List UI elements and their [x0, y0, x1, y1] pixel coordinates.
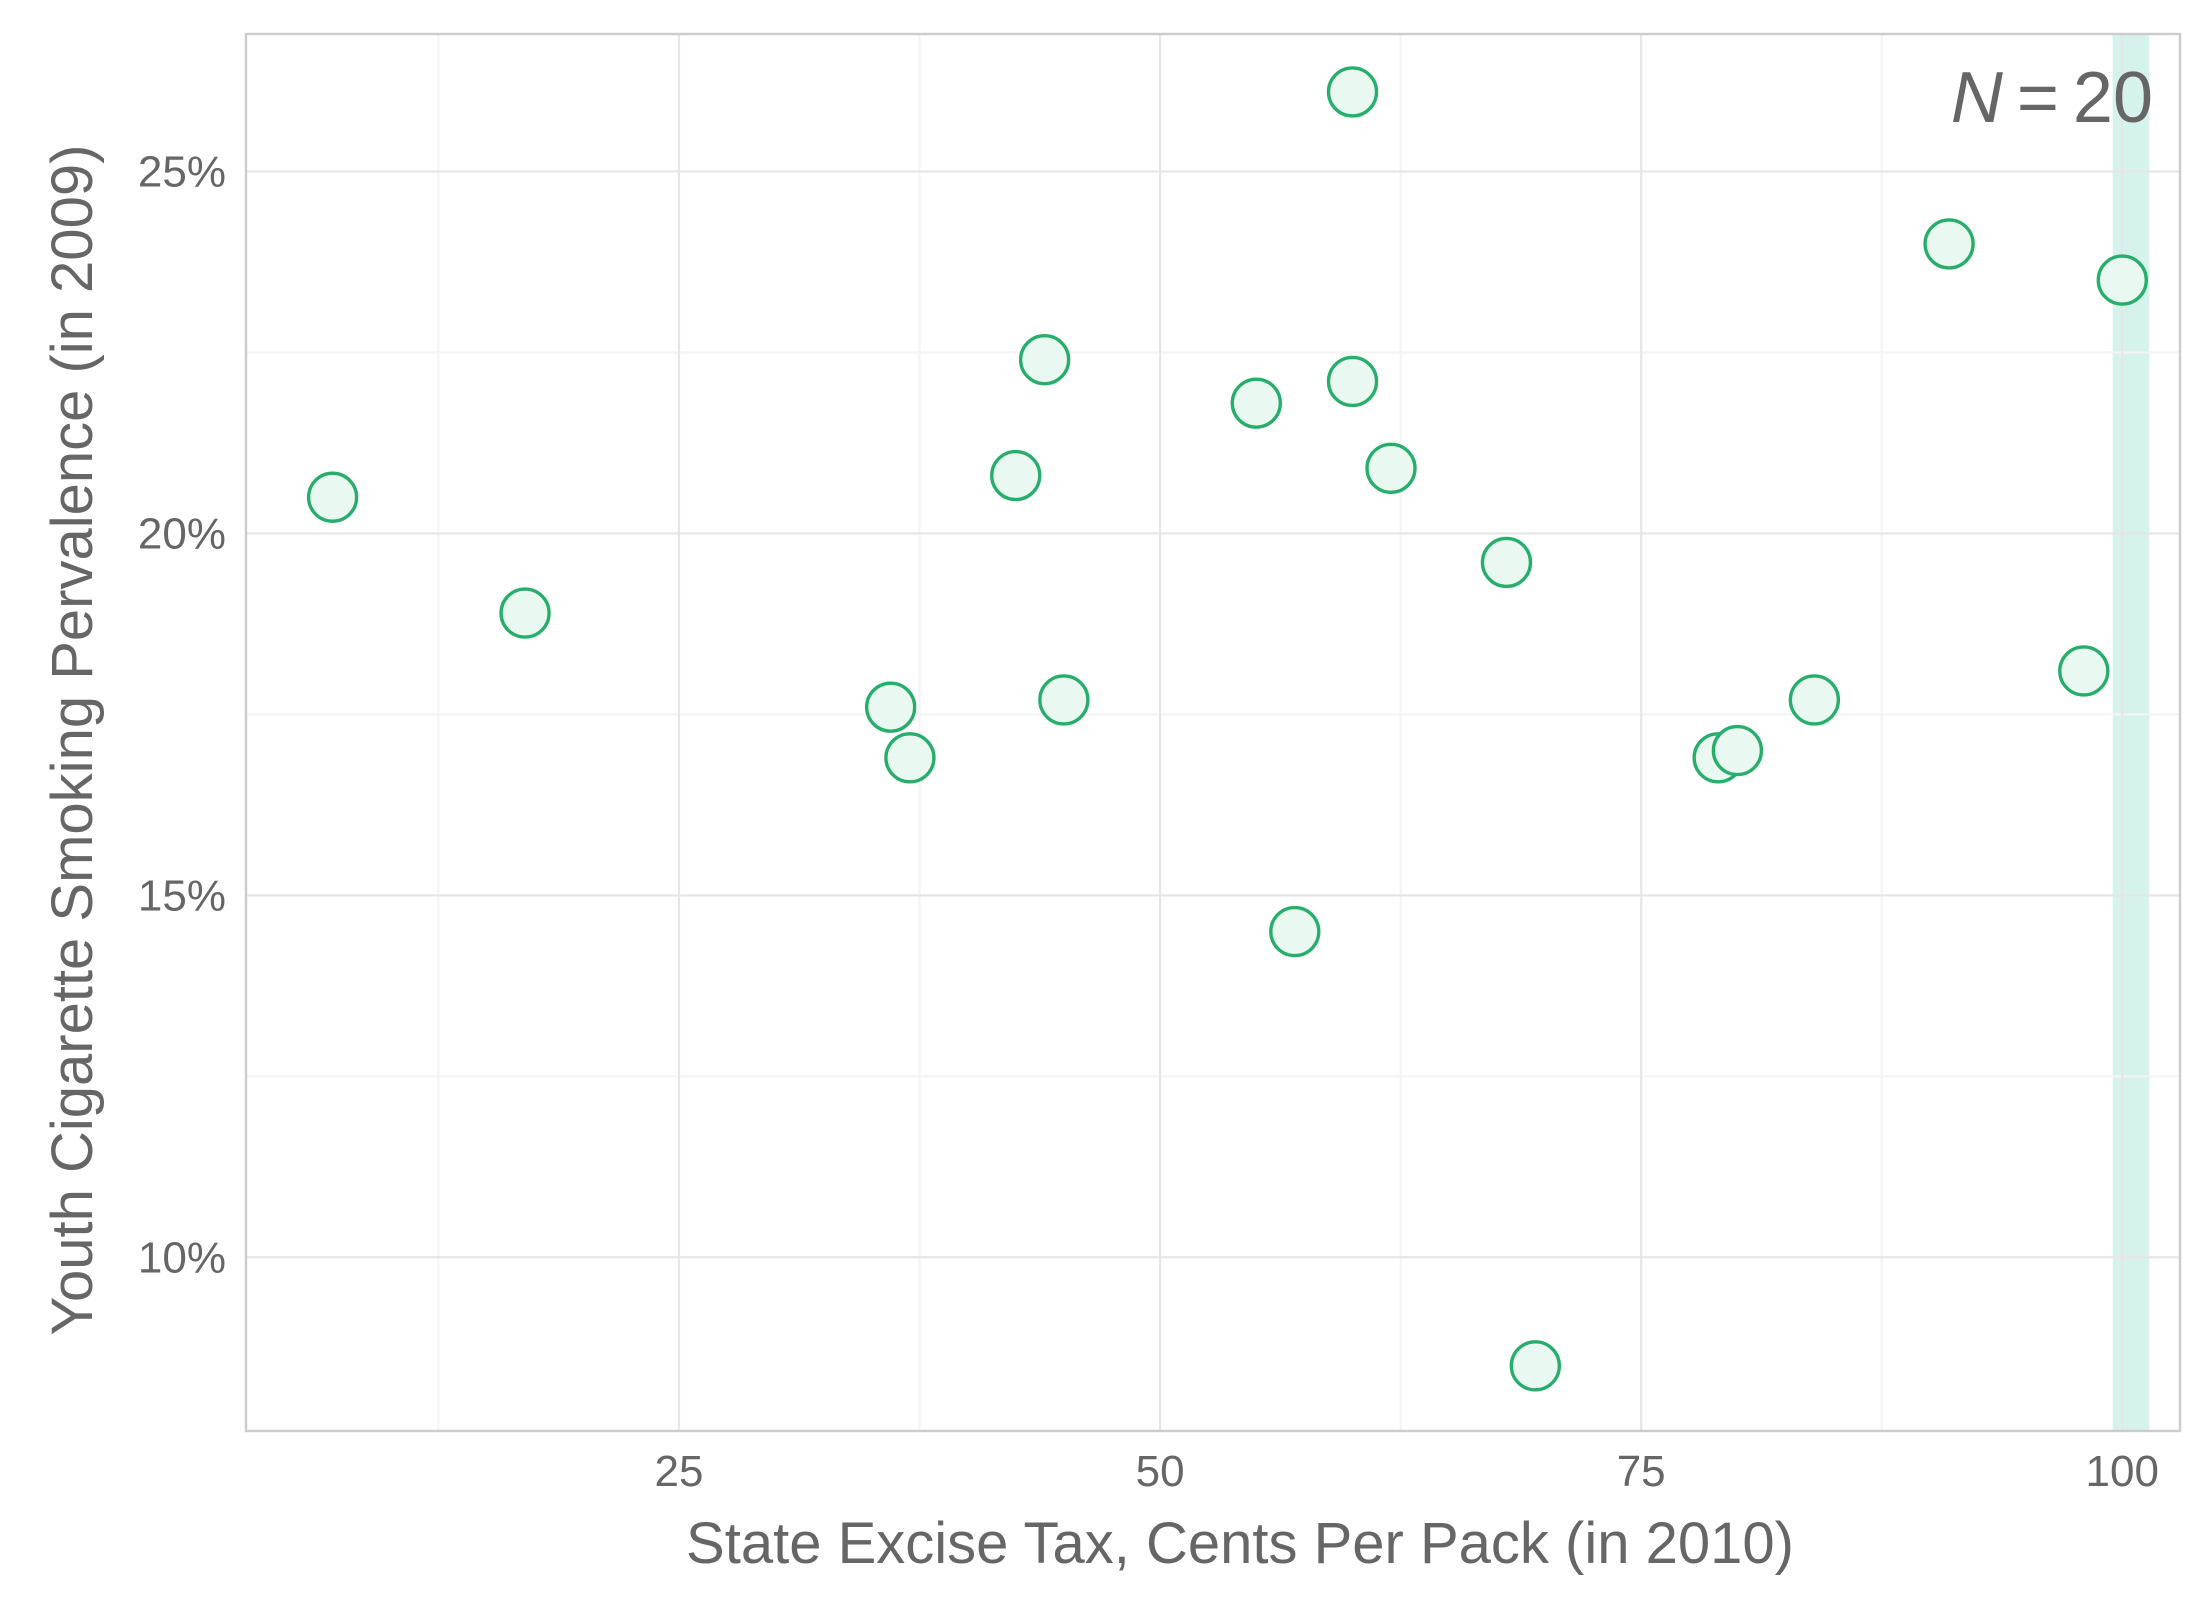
- data-point: [1711, 724, 1764, 777]
- data-point: [1038, 674, 1090, 726]
- x-tick-label: 100: [2086, 1447, 2159, 1496]
- y-tick-label: 10%: [138, 1233, 226, 1282]
- highlight-band: [2112, 34, 2150, 1431]
- data-point: [1509, 1340, 1562, 1392]
- x-tick-label: 75: [1617, 1447, 1666, 1496]
- x-tick-label: 25: [655, 1447, 704, 1496]
- data-point: [499, 587, 551, 639]
- data-point: [1018, 334, 1071, 386]
- panel-border-layer: [244, 32, 2182, 1433]
- data-point: [1326, 66, 1379, 118]
- y-tick-label: 25%: [138, 148, 226, 197]
- sample-size-value: 20: [2073, 58, 2153, 138]
- sample-size-operator: =: [2017, 58, 2059, 138]
- plot-panel-background: [246, 34, 2180, 1431]
- data-point: [2096, 254, 2148, 306]
- y-tick-labels: 10% 15% 20% 25%: [138, 148, 226, 1283]
- data-point: [1269, 905, 1321, 958]
- plot-panel: [246, 34, 2180, 1431]
- sample-size-variable: N: [1951, 58, 2004, 138]
- y-tick-label: 15%: [138, 871, 226, 920]
- data-point: [864, 681, 917, 733]
- data-point: [990, 449, 1042, 502]
- plot-panel-border: [244, 32, 2182, 1433]
- data-point: [1480, 536, 1533, 589]
- points-layer: [306, 66, 2148, 1392]
- x-axis-title: State Excise Tax, Cents Per Pack (in 201…: [686, 1511, 1794, 1576]
- y-axis-title: Youth Cigarette Smoking Pervalence (in 2…: [40, 145, 105, 1336]
- y-tick-label: 20%: [138, 509, 226, 558]
- x-tick-labels: 25 50 75 100: [655, 1447, 2159, 1496]
- data-point: [2058, 645, 2110, 697]
- x-tick-label: 50: [1136, 1447, 1185, 1496]
- sample-size-label: N = 20: [1951, 58, 2153, 138]
- data-point: [1365, 442, 1417, 495]
- data-point: [1788, 674, 1841, 726]
- data-point: [1230, 377, 1282, 429]
- data-point: [884, 732, 936, 784]
- data-point: [1923, 218, 1975, 270]
- data-point: [1326, 355, 1379, 408]
- highlight-band-layer: [2112, 34, 2150, 1431]
- data-point: [306, 471, 359, 523]
